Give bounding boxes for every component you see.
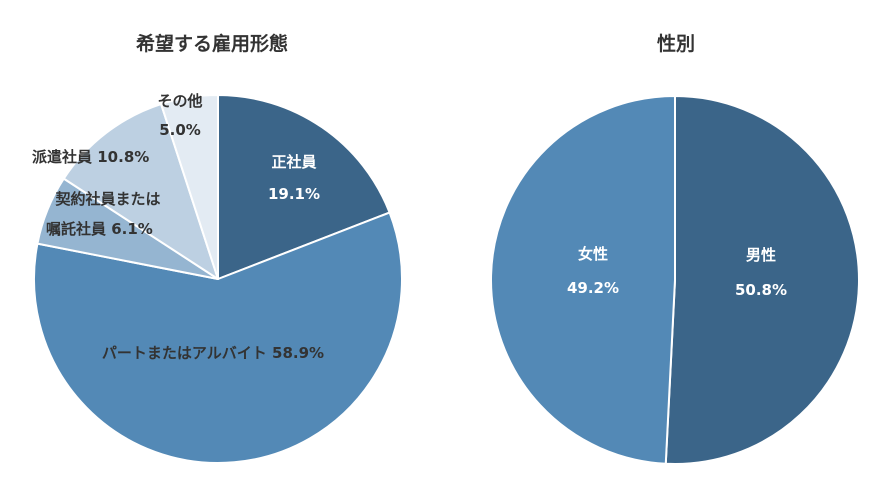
slice-value-seishain: 19.1% (268, 185, 320, 203)
slice-label-sonota: その他 (157, 92, 202, 110)
slice-label-male: 男性 (746, 246, 776, 264)
employment-pie-slices (33, 94, 403, 464)
slice-label-keiyaku-line1: 契約社員または (54, 190, 160, 208)
slice-value-male: 50.8% (735, 281, 787, 299)
slice-value-sonota: 5.0% (159, 121, 201, 139)
slice-label-part-arbeit: パートまたはアルバイト 58.9% (102, 344, 324, 362)
slice-label-haken: 派遣社員 10.8% (32, 148, 149, 166)
gender-pie-slices (489, 95, 860, 465)
employment-slice-1 (33, 211, 403, 464)
gender-slice-0 (664, 95, 860, 465)
gender-chart-title: 性別 (657, 32, 695, 55)
slice-label-seishain: 正社員 (271, 153, 316, 171)
employment-slice-0 (217, 94, 391, 280)
slice-label-female: 女性 (578, 245, 608, 263)
employment-pie-chart: 希望する雇用形態 正社員 19.1% パートまたはアルバイト 58.9% 契約社… (32, 32, 403, 464)
employment-chart-title: 希望する雇用形態 (136, 32, 288, 55)
gender-slice-1 (489, 95, 676, 465)
slice-label-keiyaku-line2: 嘱託社員 6.1% (46, 220, 153, 238)
gender-pie-chart: 性別 男性 50.8% 女性 49.2% (489, 32, 860, 465)
employment-slice-3 (62, 103, 219, 280)
slice-value-female: 49.2% (567, 279, 619, 297)
employment-slice-4 (160, 94, 219, 280)
